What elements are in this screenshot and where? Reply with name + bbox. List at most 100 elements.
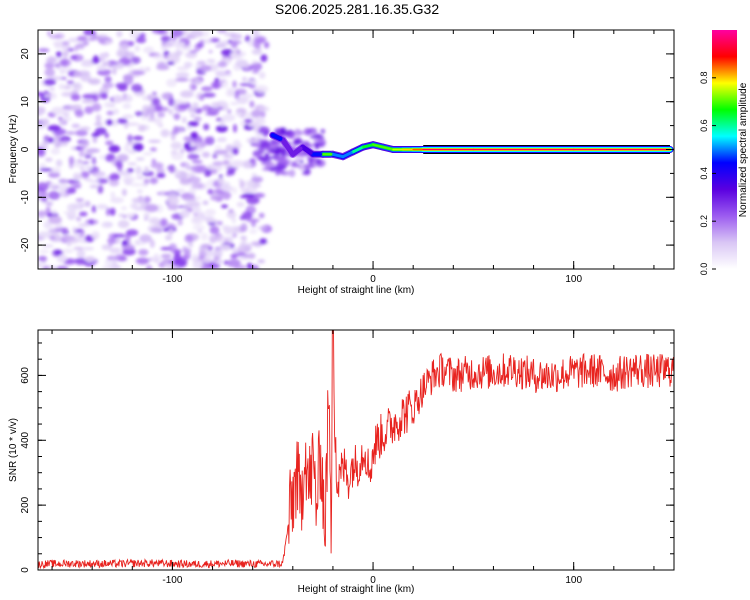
noise-cell (82, 246, 95, 251)
noise-cell (84, 200, 91, 207)
noise-cell (171, 30, 184, 38)
noise-cell (72, 174, 84, 180)
noise-cell (249, 100, 255, 108)
noise-cell (173, 102, 179, 111)
noise-cell (105, 207, 111, 217)
noise-cell (255, 85, 269, 94)
noise-cell (263, 41, 270, 49)
noise-cell (239, 83, 252, 87)
noise-cell (209, 235, 217, 244)
noise-cell (174, 50, 182, 57)
noise-cell (101, 244, 112, 251)
noise-cell (82, 161, 90, 165)
noise-cell (222, 191, 231, 200)
noise-cell (91, 231, 100, 240)
noise-cell (82, 93, 97, 100)
noise-cell (242, 160, 252, 169)
noise-cell (109, 61, 119, 65)
noise-cell (219, 73, 233, 77)
noise-cell (180, 162, 190, 168)
noise-cell (44, 94, 50, 98)
noise-cell (228, 208, 234, 214)
noise-cell (223, 260, 229, 265)
noise-cell (203, 123, 210, 131)
noise-cell (225, 173, 232, 177)
noise-cell (110, 197, 124, 204)
noise-cell (156, 173, 166, 178)
noise-cell (104, 76, 112, 83)
noise-cell (62, 117, 72, 121)
noise-cell (139, 234, 152, 243)
noise-cell (89, 184, 99, 189)
noise-cell (92, 136, 98, 144)
noise-cell (151, 158, 156, 164)
noise-cell (245, 205, 256, 215)
noise-cell (226, 166, 236, 174)
noise-cell (151, 97, 161, 106)
noise-cell (184, 234, 194, 243)
noise-cell (38, 210, 47, 217)
noise-cell (236, 144, 243, 148)
noise-cell (236, 201, 245, 208)
noise-cell (66, 242, 72, 247)
noise-cell (250, 64, 260, 69)
noise-cell (249, 158, 256, 164)
noise-cell (160, 129, 170, 138)
snr-panel: -100 0 100 0 200 400 600 Height of straight li… (8, 329, 675, 595)
noise-cell (260, 54, 268, 62)
noise-cell (204, 250, 215, 258)
noise-cell (81, 99, 96, 104)
noise-cell (248, 252, 256, 260)
noise-cell (258, 212, 265, 219)
noise-cell (211, 102, 221, 107)
ridge-segment (362, 143, 374, 148)
noise-cell (148, 139, 161, 143)
noise-cell (226, 236, 233, 245)
noise-cell (131, 70, 146, 76)
noise-cell (73, 246, 84, 250)
noise-cell (290, 163, 301, 168)
ridge-segment (282, 139, 294, 156)
snr-y-axis-label: SNR (10 * v/v) (8, 418, 19, 482)
noise-cell (160, 247, 172, 251)
noise-cell (168, 97, 175, 107)
noise-cell (117, 220, 130, 229)
noise-cell (145, 67, 151, 72)
noise-cell (175, 72, 190, 79)
noise-cell (216, 221, 223, 226)
noise-cell (142, 152, 153, 156)
noise-cell (58, 116, 63, 120)
noise-cell (58, 83, 65, 90)
noise-cell (240, 235, 247, 240)
noise-cell (135, 36, 147, 44)
noise-cell (102, 82, 114, 89)
snr-series-line (38, 330, 674, 570)
noise-cell (232, 123, 238, 133)
noise-cell (193, 212, 198, 217)
noise-cell (154, 117, 163, 126)
noise-cell (250, 264, 259, 269)
noise-cell (77, 159, 82, 164)
noise-cell (101, 40, 106, 45)
noise-cell (246, 218, 260, 223)
noise-cell (252, 30, 260, 38)
noise-cell (303, 164, 315, 169)
snr-y-tick-label: 0 (20, 567, 31, 573)
noise-cell (240, 222, 248, 232)
noise-cell (192, 225, 206, 231)
noise-cell (209, 226, 220, 235)
noise-cell (94, 122, 103, 126)
noise-cell (161, 45, 168, 51)
noise-cell (74, 257, 87, 265)
noise-cell (232, 48, 241, 55)
noise-cell (204, 208, 216, 216)
noise-cell (190, 113, 196, 118)
noise-cell (145, 107, 157, 115)
noise-cell (231, 217, 237, 224)
noise-cell (127, 162, 137, 166)
noise-cell (62, 248, 74, 254)
noise-cell (165, 234, 173, 241)
noise-cell (189, 82, 197, 92)
colorbar: 0.0 0.2 0.4 0.6 0.8 Normalized spectral ampl… (699, 30, 749, 275)
noise-cell (160, 190, 165, 196)
